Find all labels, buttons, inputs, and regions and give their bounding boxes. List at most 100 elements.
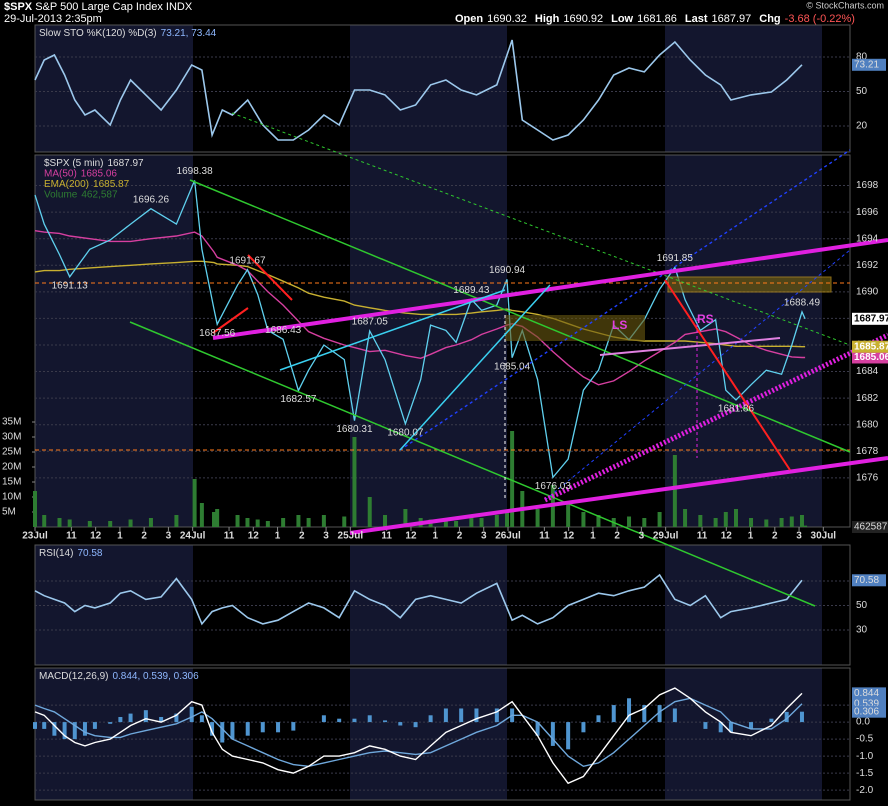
x-tick-label: 3 [323,531,329,542]
trend-line [399,284,551,451]
series-line [34,39,803,141]
panel-legend: MACD(12,26,9) 0.844, 0.539, 0.306 [39,671,199,682]
y-tick-label: 50 [856,86,868,97]
price-annotation: 1689.43 [453,285,490,296]
trend-line [212,307,249,334]
bar [733,509,738,527]
x-tick-label: 2 [772,531,778,542]
quote-value: 1687.97 [712,13,752,25]
bar [92,722,97,729]
bar [443,518,448,527]
bar [159,716,164,723]
bar [189,706,194,723]
bar [698,515,703,527]
neckline [599,337,781,356]
x-tick-label: 11 [381,531,392,542]
price-annotation: 1688.49 [784,298,821,309]
series-line [34,260,806,348]
y-tick-label: 1694 [856,233,879,244]
price-annotation: 1690.94 [489,265,526,276]
bar [642,705,647,723]
bar [494,708,499,723]
price-annotation: 1682.57 [280,394,317,405]
y-tick-label: 1696 [856,207,879,218]
series-line [34,180,806,479]
bar [281,518,286,527]
quote: Open 1690.32 High 1690.92 Low 1681.86 Last 1687… [455,13,855,25]
bar [143,710,148,723]
bar [42,515,47,527]
bar [454,521,459,527]
bar [337,718,342,723]
y2-tick-label: 15M [2,477,21,488]
trendlines [35,112,888,607]
price-annotation: 1680.07 [387,427,424,438]
price-annotation: 1685.04 [494,361,531,372]
value-label: 0.306 [854,706,879,717]
price-annotation: 1696.26 [133,194,170,205]
x-tick-label: 1 [590,531,596,542]
quote-value: 1681.86 [637,13,677,25]
price-annotation: 1691.67 [229,255,266,266]
legend-entry: EMA(200) 1685.87 [44,179,130,190]
panel-frame [34,24,851,153]
series-line [34,573,803,626]
copyright: © StockCharts.com [806,0,884,10]
bar [596,515,601,527]
bar [683,509,688,527]
quote-label: Last [685,13,708,25]
x-tick-label: 12 [721,531,733,542]
price-annotation: 1686.43 [265,325,302,336]
bar [118,716,123,723]
y2-tick-label: 5M [2,507,16,518]
bar [265,521,270,527]
bar [212,512,217,527]
x-tick-label: 30Jul [811,531,837,542]
bar [474,708,479,723]
x-tick-label: 2 [141,531,147,542]
bar [550,722,555,746]
y2-tick-label: 35M [2,417,21,428]
bar [321,715,326,723]
bar [148,518,153,527]
price-annotation: 1681.86 [718,404,755,415]
legend-values: 73.21, 73.44 [161,28,217,39]
value-box [852,340,888,353]
bar [779,518,784,527]
series-line [34,697,803,768]
y-tick-label: 1676 [856,472,879,483]
quote-value: 1690.92 [563,13,603,25]
y-tick-label: -1.5 [856,768,874,779]
bar [215,509,220,527]
value-label: 0.539 [854,698,879,709]
bar [581,722,586,733]
session-band [35,25,193,152]
bar [62,722,67,740]
bar [672,455,677,527]
bar [803,525,808,527]
y2-tick-label: 30M [2,432,21,443]
pattern-label: LS [612,318,627,332]
trend-line [247,254,293,301]
legend-name: Volume [44,189,78,200]
legend-value: 1685.87 [93,179,130,190]
bar [596,715,601,723]
session-band [35,545,193,665]
bar [174,515,179,527]
price-annotation: 1687.56 [199,328,236,339]
session-band [35,668,193,800]
bar [505,512,510,527]
x-tick-label: 2 [299,531,305,542]
x-tick-label: 12 [405,531,417,542]
trend-line [349,456,888,535]
x-tick-label: 1 [275,531,281,542]
channel-line [129,321,816,607]
value-box [852,574,886,587]
x-tick-label: 23Jul [22,531,48,542]
bar [566,503,571,527]
session-band [665,25,822,152]
bar [199,503,204,527]
quote-label: Chg [759,13,780,25]
bar [566,722,571,750]
